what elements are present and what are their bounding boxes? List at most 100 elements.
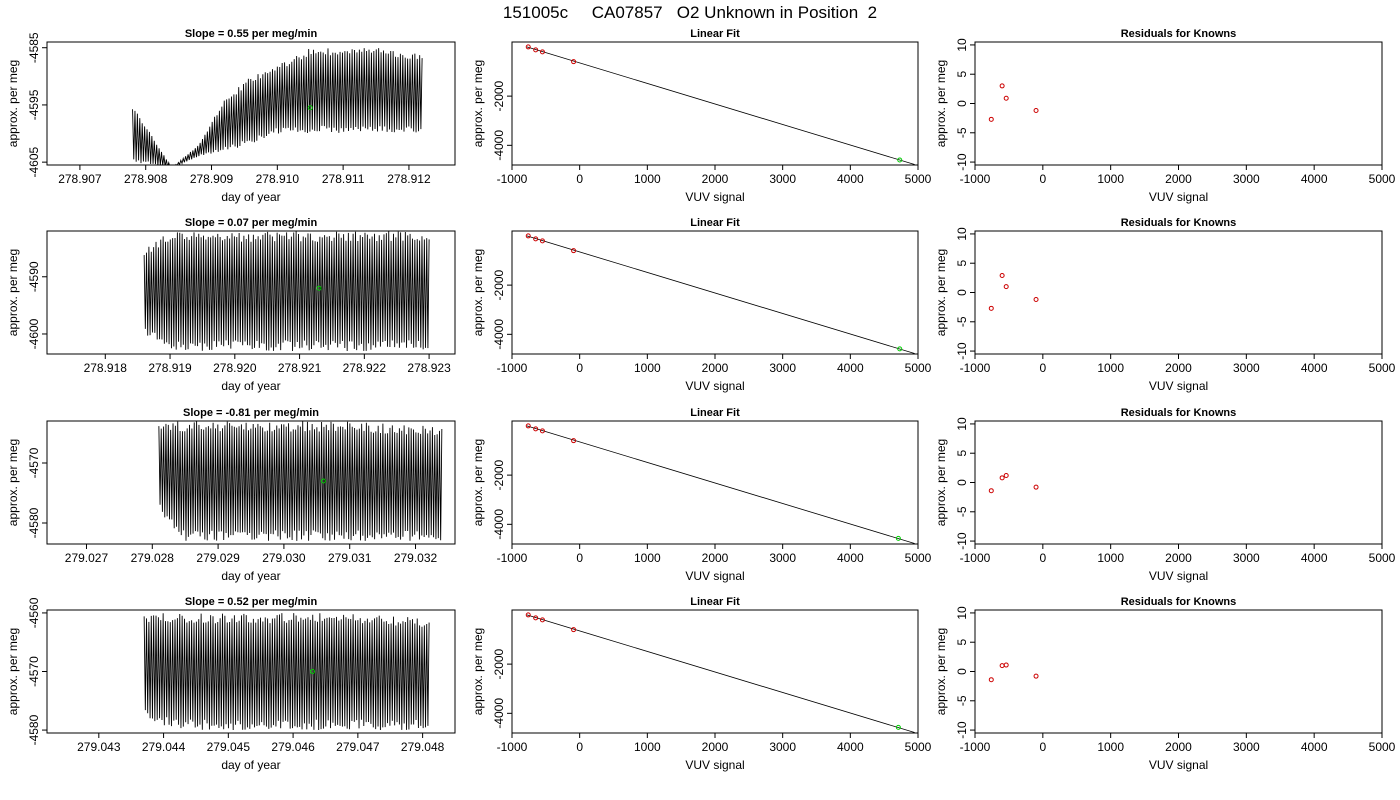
x-tick-label: 4000	[1301, 361, 1328, 375]
known-point	[571, 248, 577, 254]
x-tick-label: 5000	[1369, 551, 1396, 565]
y-tick-label: -4000	[492, 698, 506, 729]
known-point	[533, 47, 539, 53]
y-tick-label: -2000	[492, 648, 506, 679]
panel-frame	[974, 420, 1383, 545]
known-point	[533, 615, 539, 621]
x-axis-label: VUV signal	[1149, 569, 1208, 583]
y-tick-label: -4580	[27, 714, 41, 745]
y-tick-label: -4000	[492, 319, 506, 350]
known-point	[533, 426, 539, 432]
residual-point	[999, 475, 1005, 481]
y-tick-label: -4590	[27, 261, 41, 292]
x-axis-label: VUV signal	[1149, 190, 1208, 204]
chart-panel-1-1: Slope = 0.55 per meg/min 278.907 278.908 27…	[6, 28, 456, 204]
x-tick-label: -1000	[497, 172, 528, 186]
panel-frame	[46, 420, 456, 545]
x-tick-label: 0	[576, 361, 583, 375]
residual-point	[988, 116, 994, 122]
x-tick-label: 278.911	[322, 172, 365, 186]
x-tick-label: 5000	[1369, 740, 1396, 754]
unknown-mean-marker	[310, 669, 316, 674]
panel-title: Slope = -0.81 per meg/min	[183, 407, 319, 419]
x-tick-label: 279.028	[131, 551, 175, 565]
y-axis-label: approx. per meg	[6, 439, 20, 526]
chart-panel-1-3: Slope = -0.81 per meg/min 279.027 279.028 2…	[6, 407, 456, 583]
panel-title: Linear Fit	[690, 217, 740, 229]
y-tick-label: 5	[955, 450, 969, 457]
panel-frame	[974, 230, 1383, 355]
x-tick-label: 1000	[634, 551, 661, 565]
data-trace	[132, 48, 423, 165]
plot-area	[132, 48, 423, 165]
y-tick-label: -10	[955, 721, 969, 739]
x-axis-label: VUV signal	[1149, 379, 1208, 393]
chart-panel-2-3: Linear Fit -1000 0 1000 2000 3000 4000 5000 -200…	[471, 407, 932, 583]
plot-area	[158, 421, 443, 541]
panel-title: Residuals for Knowns	[1121, 28, 1237, 40]
plot-area	[525, 423, 915, 544]
y-axis-label: approx. per meg	[6, 249, 20, 336]
known-point	[525, 612, 531, 618]
data-trace	[143, 613, 430, 731]
unknown-mean-marker	[320, 478, 326, 484]
chart-panel-1-4: Slope = 0.52 per meg/min 279.043 279.044 27…	[6, 596, 456, 772]
x-tick-label: 2000	[702, 551, 729, 565]
x-tick-label: 4000	[837, 172, 864, 186]
x-tick-label: 279.031	[328, 551, 372, 565]
x-tick-label: 279.027	[65, 551, 109, 565]
residual-point	[999, 83, 1005, 89]
x-tick-label: 279.032	[394, 551, 438, 565]
y-tick-label: 10	[955, 606, 969, 620]
y-tick-label: -10	[955, 532, 969, 550]
known-point	[571, 59, 577, 65]
panel-frame	[511, 230, 919, 355]
unknown-point	[895, 535, 901, 541]
y-tick-label: -2000	[492, 80, 506, 111]
y-tick-label: 10	[955, 227, 969, 241]
x-tick-label: 1000	[1097, 172, 1124, 186]
residual-point	[1003, 95, 1009, 101]
x-tick-label: -1000	[960, 361, 991, 375]
x-tick-label: 3000	[1233, 740, 1260, 754]
fit-line	[526, 425, 915, 544]
x-tick-label: -1000	[960, 172, 991, 186]
residual-point	[999, 273, 1005, 279]
x-tick-label: 4000	[837, 551, 864, 565]
y-tick-label: 0	[955, 289, 969, 296]
residual-point	[1003, 472, 1009, 478]
y-tick-label: -4570	[27, 656, 41, 687]
plot-area	[143, 231, 430, 351]
y-axis-label: approx. per meg	[6, 60, 20, 147]
x-tick-label: 2000	[1165, 740, 1192, 754]
y-tick-label: -4605	[27, 146, 41, 177]
figure-title: 151005c CA07857 O2 Unknown in Position 2	[503, 3, 877, 22]
known-point	[571, 627, 577, 633]
x-tick-label: 4000	[1301, 172, 1328, 186]
x-tick-label: 0	[1039, 361, 1046, 375]
known-point	[525, 233, 531, 239]
y-axis-label: approx. per meg	[471, 628, 485, 715]
panel-frame	[46, 41, 456, 166]
data-trace	[143, 231, 430, 351]
panel-frame	[46, 230, 456, 355]
plot-area	[525, 233, 915, 354]
x-tick-label: 3000	[769, 361, 796, 375]
chart-panel-2-2: Linear Fit -1000 0 1000 2000 3000 4000 5000 -200…	[471, 217, 932, 393]
x-tick-label: 279.046	[271, 740, 315, 754]
x-tick-label: 1000	[1097, 551, 1124, 565]
y-axis-label: approx. per meg	[934, 60, 948, 147]
panel-title: Linear Fit	[690, 596, 740, 608]
chart-panel-1-2: Slope = 0.07 per meg/min 278.918 278.919 27…	[6, 217, 456, 393]
panel-title: Residuals for Knowns	[1121, 407, 1237, 419]
known-point	[533, 236, 539, 242]
x-tick-label: 5000	[905, 172, 932, 186]
x-axis-label: day of year	[221, 190, 280, 204]
y-axis-label: approx. per meg	[934, 628, 948, 715]
x-tick-label: 3000	[769, 551, 796, 565]
fit-line	[526, 46, 915, 165]
panel-frame	[511, 609, 919, 734]
x-axis-label: VUV signal	[685, 569, 744, 583]
x-tick-label: 2000	[702, 361, 729, 375]
